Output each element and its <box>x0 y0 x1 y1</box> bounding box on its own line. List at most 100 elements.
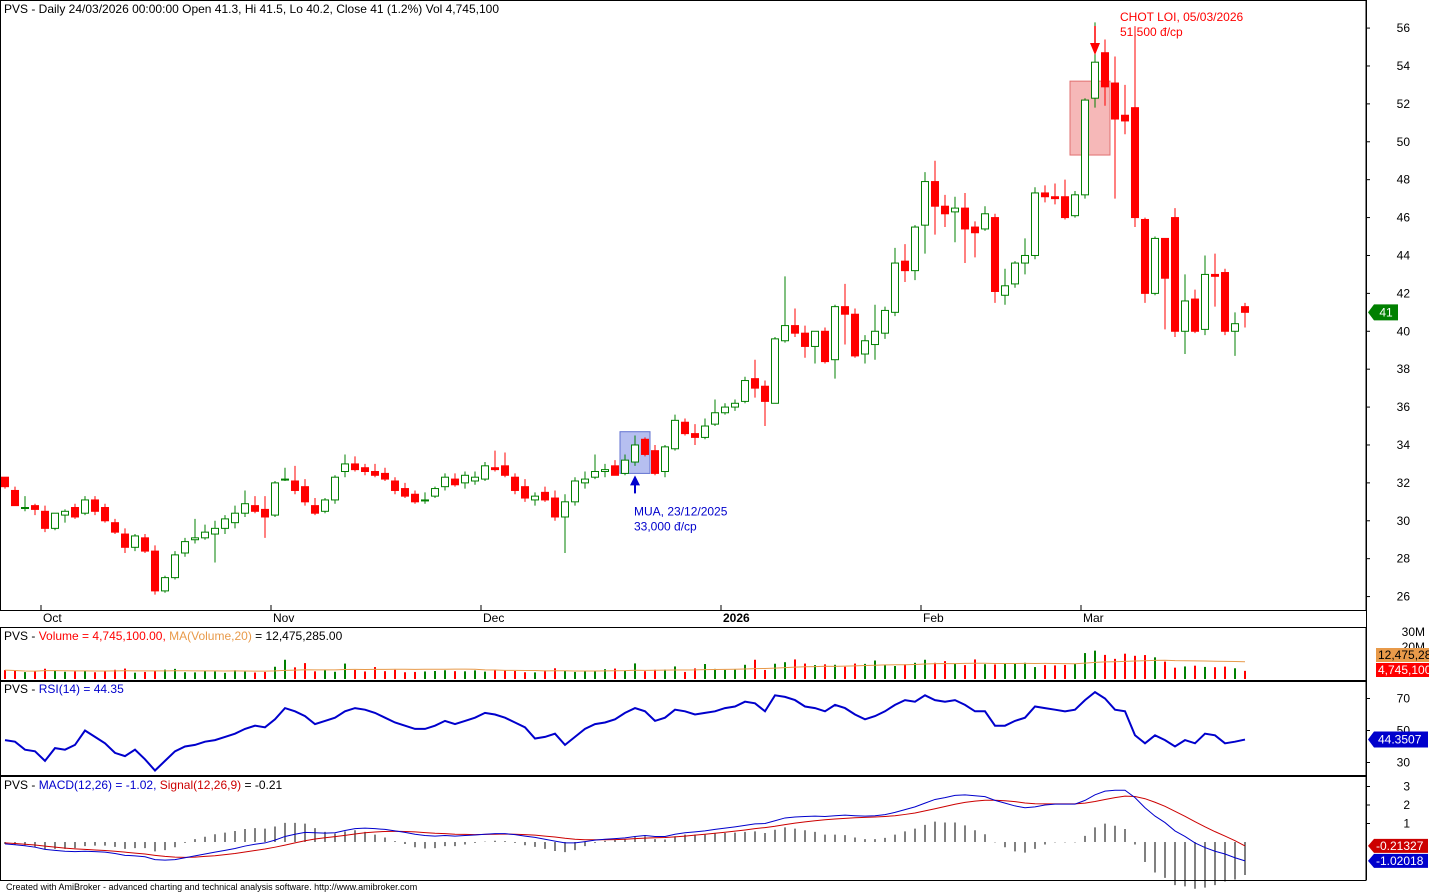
candle-body[interactable] <box>181 541 189 554</box>
candle-body[interactable] <box>1171 217 1179 332</box>
candle-body[interactable] <box>321 499 329 512</box>
candle-body[interactable] <box>951 207 959 213</box>
candle-body[interactable] <box>481 465 489 480</box>
candle-body[interactable] <box>61 510 69 516</box>
macd-panel[interactable]: 3 2 1 -0.21327-1.02018 <box>0 776 1429 889</box>
candle-body[interactable] <box>901 260 909 272</box>
candle-body[interactable] <box>41 510 49 529</box>
candle-body[interactable] <box>861 340 869 355</box>
candle-body[interactable] <box>441 476 449 488</box>
candle-body[interactable] <box>491 467 499 471</box>
candle-body[interactable] <box>191 537 199 541</box>
candle-body[interactable] <box>971 226 979 234</box>
candle-body[interactable] <box>11 489 19 507</box>
candle-body[interactable] <box>611 465 619 476</box>
candle-body[interactable] <box>721 406 729 414</box>
candle-body[interactable] <box>1201 273 1209 330</box>
candle-body[interactable] <box>401 488 409 497</box>
candle-body[interactable] <box>211 527 219 535</box>
candle-body[interactable] <box>941 205 949 215</box>
candle-body[interactable] <box>161 577 169 592</box>
candle-body[interactable] <box>421 499 429 502</box>
candle-body[interactable] <box>641 438 649 455</box>
candle-body[interactable] <box>1 476 9 488</box>
candle-body[interactable] <box>91 499 99 512</box>
candle-body[interactable] <box>821 330 829 363</box>
candle-body[interactable] <box>351 463 359 471</box>
candle-body[interactable] <box>991 217 999 292</box>
candle-body[interactable] <box>1091 61 1099 99</box>
candle-body[interactable] <box>1221 272 1229 332</box>
candle-body[interactable] <box>461 474 469 484</box>
candle-body[interactable] <box>1121 114 1129 122</box>
candle-body[interactable] <box>71 507 79 518</box>
candle-body[interactable] <box>581 478 589 484</box>
candle-body[interactable] <box>751 378 759 389</box>
candle-body[interactable] <box>781 325 789 342</box>
candle-body[interactable] <box>521 486 529 499</box>
candle-body[interactable] <box>621 459 629 474</box>
price-panel[interactable]: 26 28 30 32 34 36 38 40 42 44 46 48 50 52 54 56 Oct Nov De… <box>0 0 1411 626</box>
candle-body[interactable] <box>871 330 879 346</box>
candle-body[interactable] <box>561 501 569 518</box>
candle-body[interactable] <box>221 518 229 529</box>
candle-body[interactable] <box>501 465 509 476</box>
macd-signal-line[interactable] <box>4 795 1246 858</box>
candle-body[interactable] <box>291 480 299 491</box>
candle-body[interactable] <box>1011 262 1019 285</box>
candle-body[interactable] <box>121 533 129 548</box>
candle-body[interactable] <box>371 471 379 476</box>
candle-body[interactable] <box>331 476 339 501</box>
candle-body[interactable] <box>551 497 559 518</box>
candle-body[interactable] <box>1071 194 1079 217</box>
candle-body[interactable] <box>891 262 899 313</box>
candle-body[interactable] <box>281 478 289 481</box>
rsi-line[interactable] <box>4 690 1246 772</box>
candle-body[interactable] <box>731 402 739 408</box>
candle-body[interactable] <box>1101 52 1109 88</box>
candle-body[interactable] <box>141 537 149 552</box>
candle-body[interactable] <box>771 338 779 404</box>
candle-body[interactable] <box>361 467 369 473</box>
candle-body[interactable] <box>471 476 479 482</box>
candle-body[interactable] <box>701 425 709 438</box>
candle-body[interactable] <box>511 476 519 491</box>
candle-body[interactable] <box>81 499 89 514</box>
candle-body[interactable] <box>431 488 439 497</box>
candle-body[interactable] <box>311 505 319 514</box>
candle-body[interactable] <box>31 505 39 510</box>
candle-body[interactable] <box>881 309 889 334</box>
candle-body[interactable] <box>1051 196 1059 200</box>
candle-body[interactable] <box>571 480 579 503</box>
candle-body[interactable] <box>301 486 309 503</box>
candle-body[interactable] <box>1021 254 1029 264</box>
candle-body[interactable] <box>961 207 969 230</box>
candle-body[interactable] <box>911 226 919 272</box>
candle-body[interactable] <box>391 480 399 491</box>
candle-body[interactable] <box>801 332 809 347</box>
candle-body[interactable] <box>111 522 119 533</box>
candle-body[interactable] <box>251 505 259 512</box>
candle-body[interactable] <box>381 472 389 480</box>
candle-body[interactable] <box>761 385 769 402</box>
candle-body[interactable] <box>591 471 599 478</box>
macd-line[interactable] <box>4 789 1246 862</box>
candle-body[interactable] <box>151 550 159 592</box>
candle-body[interactable] <box>981 213 989 230</box>
candle-body[interactable] <box>1001 285 1009 296</box>
candle-body[interactable] <box>1041 192 1049 198</box>
candle-body[interactable] <box>921 181 929 226</box>
candle-body[interactable] <box>691 433 699 438</box>
candle-body[interactable] <box>831 306 839 361</box>
candle-body[interactable] <box>531 495 539 501</box>
candle-body[interactable] <box>271 482 279 516</box>
candle-body[interactable] <box>1231 323 1239 332</box>
candle-body[interactable] <box>1141 218 1149 294</box>
candle-body[interactable] <box>631 444 639 463</box>
candle-body[interactable] <box>51 512 59 529</box>
candle-body[interactable] <box>811 330 819 347</box>
candle-body[interactable] <box>1131 107 1139 219</box>
candle-body[interactable] <box>541 491 549 501</box>
